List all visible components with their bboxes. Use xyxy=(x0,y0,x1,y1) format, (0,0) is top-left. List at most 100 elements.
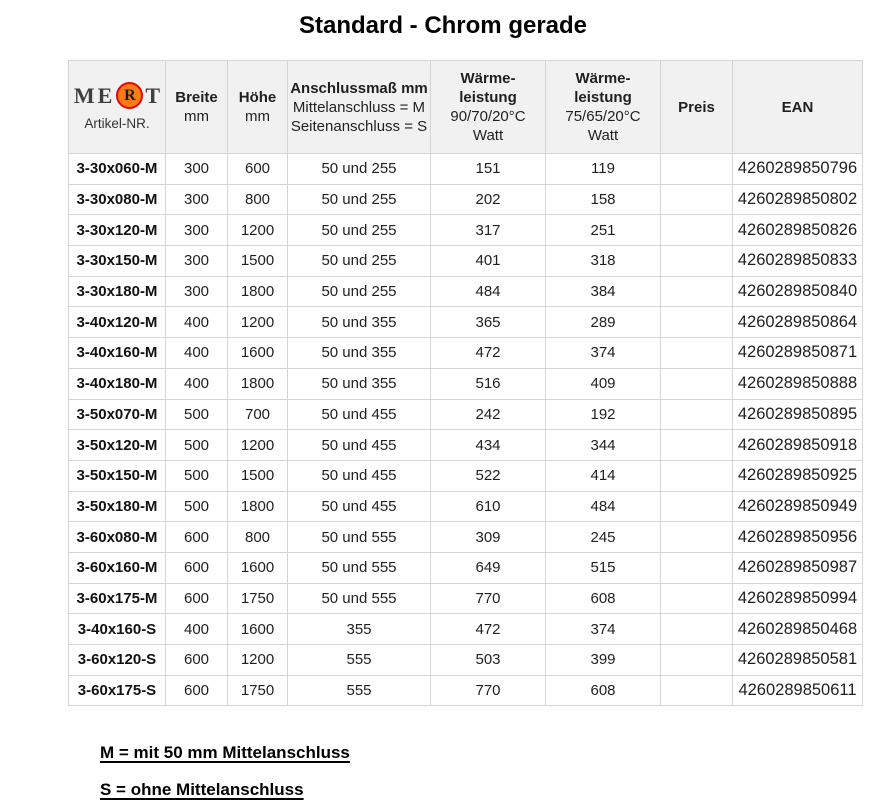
cell-preis xyxy=(660,674,733,707)
cell-watt-75-65-20: 384 xyxy=(545,275,661,308)
header-waermeleistung-90-70-20: Wärme- leistung 90/70/20°C Watt xyxy=(430,60,546,154)
cell-hoehe: 1600 xyxy=(227,337,288,369)
cell-preis xyxy=(660,153,733,185)
cell-artikel-nr: 3-50x070-M xyxy=(68,398,166,431)
cell-artikel-nr: 3-30x060-M xyxy=(68,153,166,185)
cell-watt-90-70-20: 434 xyxy=(430,429,546,461)
logo-text-me: ME xyxy=(73,82,116,108)
cell-anschlussmass: 50 und 255 xyxy=(287,183,431,216)
footnote-s: S = ohne Mittelanschluss xyxy=(100,780,304,799)
cell-hoehe: 700 xyxy=(227,398,288,431)
header-line: leistung xyxy=(459,89,517,106)
cell-anschlussmass: 555 xyxy=(287,674,431,707)
header-line: Preis xyxy=(678,98,715,116)
cell-watt-75-65-20: 344 xyxy=(545,429,661,461)
cell-artikel-nr: 3-40x120-M xyxy=(68,306,166,339)
cell-anschlussmass: 50 und 355 xyxy=(287,337,431,369)
table-row: 3-50x150-M 500 1500 50 und 455 522 414 4260289… xyxy=(68,459,863,492)
cell-watt-75-65-20: 409 xyxy=(545,367,661,400)
cell-watt-90-70-20: 484 xyxy=(430,275,546,308)
table-row: 3-30x180-M 300 1800 50 und 255 484 384 4260289… xyxy=(68,275,863,308)
header-line: Watt xyxy=(587,127,619,144)
cell-watt-75-65-20: 608 xyxy=(545,582,661,615)
footnote-m: M = mit 50 mm Mittelanschluss xyxy=(100,743,350,762)
header-line: EAN xyxy=(781,98,814,116)
cell-artikel-nr: 3-30x120-M xyxy=(68,214,166,247)
cell-breite: 600 xyxy=(165,582,228,615)
table-row: 3-30x060-M 300 600 50 und 255 151 119 42602898… xyxy=(68,153,863,185)
cell-ean: 4260289850840 xyxy=(732,275,863,308)
cell-watt-75-65-20: 608 xyxy=(545,674,661,707)
cell-hoehe: 800 xyxy=(227,521,288,553)
cell-hoehe: 1750 xyxy=(227,582,288,615)
cell-hoehe: 1200 xyxy=(227,429,288,461)
cell-ean: 4260289850871 xyxy=(732,337,863,369)
cell-anschlussmass: 50 und 455 xyxy=(287,490,431,523)
cell-anschlussmass: 50 und 255 xyxy=(287,275,431,308)
cell-hoehe: 1200 xyxy=(227,214,288,247)
cell-breite: 300 xyxy=(165,153,228,185)
cell-ean: 4260289850925 xyxy=(732,459,863,492)
cell-artikel-nr: 3-60x175-M xyxy=(68,582,166,615)
cell-anschlussmass: 50 und 455 xyxy=(287,459,431,492)
cell-anschlussmass: 50 und 255 xyxy=(287,153,431,185)
cell-preis xyxy=(660,429,733,461)
header-line: mm xyxy=(184,108,209,125)
cell-watt-75-65-20: 251 xyxy=(545,214,661,247)
cell-watt-90-70-20: 401 xyxy=(430,245,546,277)
cell-anschlussmass: 50 und 355 xyxy=(287,306,431,339)
cell-watt-90-70-20: 610 xyxy=(430,490,546,523)
cell-hoehe: 1600 xyxy=(227,613,288,645)
cell-watt-75-65-20: 399 xyxy=(545,644,661,676)
cell-breite: 500 xyxy=(165,398,228,431)
cell-anschlussmass: 50 und 355 xyxy=(287,367,431,400)
cell-watt-75-65-20: 515 xyxy=(545,551,661,584)
cell-breite: 600 xyxy=(165,644,228,676)
cell-breite: 500 xyxy=(165,429,228,461)
logo-circle-letter: R xyxy=(124,86,136,104)
cell-hoehe: 1500 xyxy=(227,459,288,492)
table-body: 3-30x060-M 300 600 50 und 255 151 119 42602898… xyxy=(68,153,863,707)
cell-breite: 400 xyxy=(165,337,228,369)
header-preis: Preis xyxy=(660,60,733,154)
cell-artikel-nr: 3-60x080-M xyxy=(68,521,166,553)
table-row: 3-60x120-S 600 1200 555 503 399 4260289850581 xyxy=(68,644,863,676)
cell-watt-75-65-20: 374 xyxy=(545,337,661,369)
table-header-row: ME R T Artikel-NR. Breite mm Höhe mm Ans… xyxy=(68,60,863,154)
table-row: 3-60x175-M 600 1750 50 und 555 770 608 4260289… xyxy=(68,582,863,615)
header-hoehe: Höhe mm xyxy=(227,60,288,154)
header-breite: Breite mm xyxy=(165,60,228,154)
cell-artikel-nr: 3-40x180-M xyxy=(68,367,166,400)
cell-artikel-nr: 3-30x080-M xyxy=(68,183,166,216)
cell-preis xyxy=(660,275,733,308)
cell-watt-90-70-20: 472 xyxy=(430,337,546,369)
cell-watt-90-70-20: 503 xyxy=(430,644,546,676)
logo-r-circle-icon: R xyxy=(116,81,144,109)
cell-watt-90-70-20: 242 xyxy=(430,398,546,431)
cell-preis xyxy=(660,337,733,369)
cell-breite: 600 xyxy=(165,521,228,553)
cell-artikel-nr: 3-60x120-S xyxy=(68,644,166,676)
header-anschlussmass: Anschlussmaß mm Mittelanschluss = M Seit… xyxy=(287,60,431,154)
header-line: 90/70/20°C xyxy=(450,108,526,125)
cell-ean: 4260289850987 xyxy=(732,551,863,584)
cell-breite: 600 xyxy=(165,674,228,707)
cell-watt-75-65-20: 119 xyxy=(545,153,661,185)
table-row: 3-40x180-M 400 1800 50 und 355 516 409 4260289… xyxy=(68,367,863,400)
cell-preis xyxy=(660,582,733,615)
page-title: Standard - Chrom gerade xyxy=(298,12,588,39)
cell-artikel-nr: 3-60x175-S xyxy=(68,674,166,707)
cell-preis xyxy=(660,214,733,247)
mert-logo: ME R T xyxy=(70,81,164,109)
cell-ean: 4260289850802 xyxy=(732,183,863,216)
cell-watt-90-70-20: 317 xyxy=(430,214,546,247)
cell-watt-75-65-20: 374 xyxy=(545,613,661,645)
cell-watt-75-65-20: 484 xyxy=(545,490,661,523)
cell-watt-90-70-20: 151 xyxy=(430,153,546,185)
cell-hoehe: 1200 xyxy=(227,306,288,339)
cell-ean: 4260289850956 xyxy=(732,521,863,553)
cell-artikel-nr: 3-40x160-S xyxy=(68,613,166,645)
cell-breite: 300 xyxy=(165,214,228,247)
cell-breite: 300 xyxy=(165,183,228,216)
cell-preis xyxy=(660,644,733,676)
